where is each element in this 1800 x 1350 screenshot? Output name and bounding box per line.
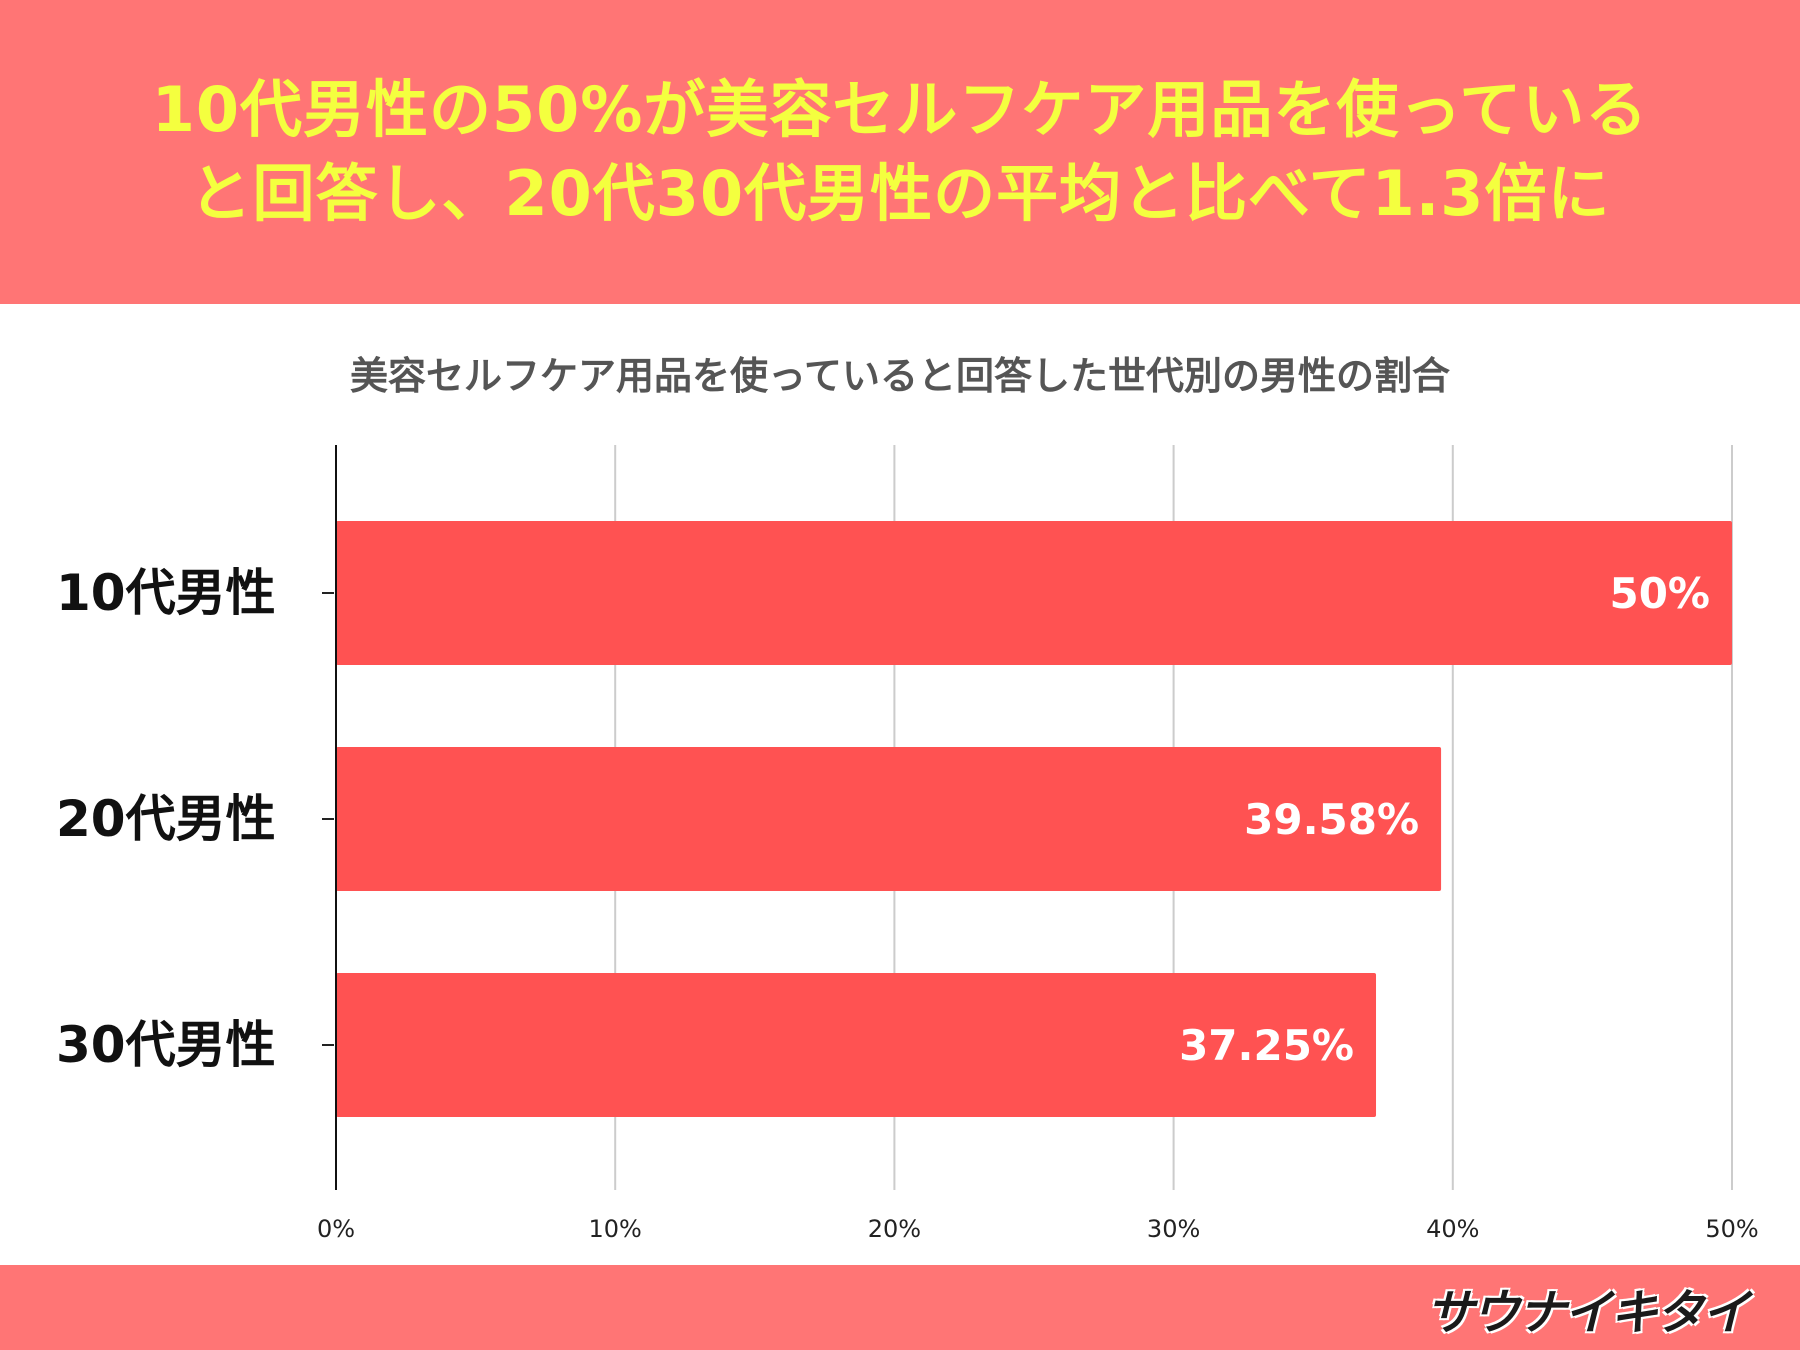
x-tick-label: 0% <box>317 1215 355 1243</box>
data-label: 50% <box>1609 569 1710 618</box>
bar <box>336 973 1377 1117</box>
headline-line-1: 10代男性の50%が美容セルフケア用品を使っている <box>151 73 1649 146</box>
chart-title: 美容セルフケア用品を使っていると回答した世代別の男性の割合 <box>349 354 1451 398</box>
data-label: 39.58% <box>1244 795 1419 844</box>
category-label: 20代男性 <box>56 790 276 848</box>
header-banner: 10代男性の50%が美容セルフケア用品を使っている と回答し、20代30代男性の… <box>0 0 1800 304</box>
footer-banner: サウナイキタイ <box>0 1265 1800 1350</box>
x-tick-label: 10% <box>589 1215 642 1243</box>
brand-logo: サウナイキタイ <box>1426 1278 1750 1341</box>
headline-line-2: と回答し、20代30代男性の平均と比べて1.3倍に <box>189 157 1611 230</box>
x-tick-label: 30% <box>1147 1215 1200 1243</box>
x-tick-label: 40% <box>1426 1215 1479 1243</box>
bar-chart: 0% 10% 20% 30% 40% 50% 10代男性 50% 20代男性 39.58% 30代男… <box>56 445 1759 1243</box>
category-label: 10代男性 <box>56 564 276 622</box>
x-tick-label: 50% <box>1705 1215 1758 1243</box>
data-label: 37.25% <box>1179 1021 1354 1070</box>
category-label: 30代男性 <box>56 1016 276 1074</box>
x-tick-label: 20% <box>868 1215 921 1243</box>
bar <box>336 747 1442 891</box>
bar <box>336 521 1732 665</box>
logo-text: サウナイキタイ <box>1425 1285 1750 1341</box>
